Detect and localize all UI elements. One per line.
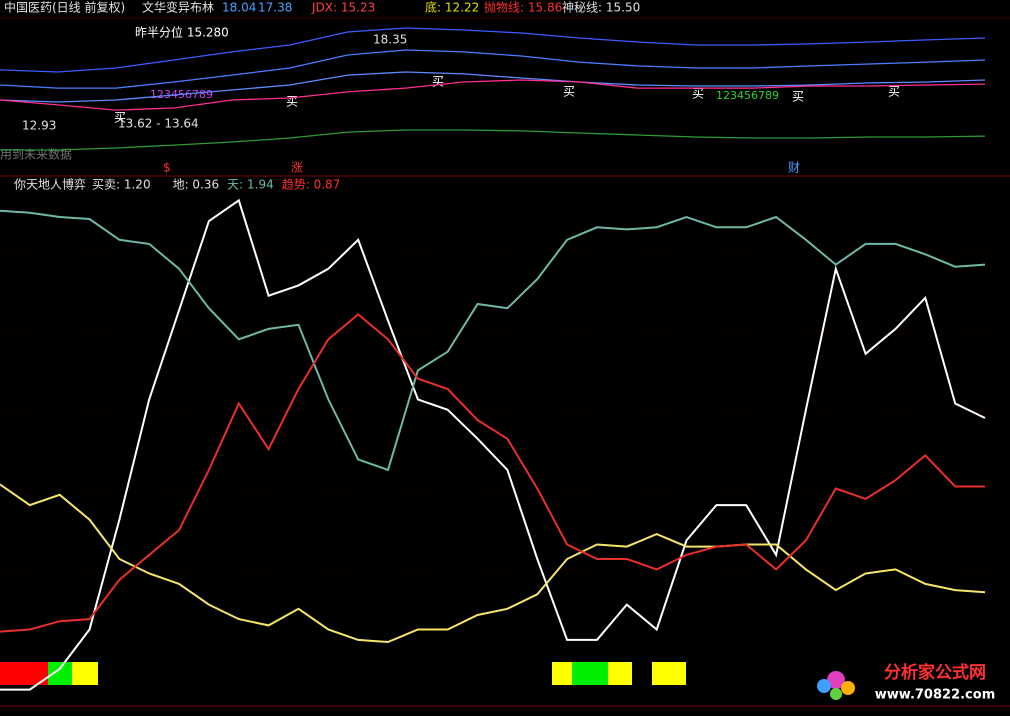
annotation: 昨半分位 15.280 (135, 25, 229, 40)
indicator-value: 抛物线: 15.86 (484, 0, 562, 15)
annotation: 涨 (291, 160, 303, 175)
annotation: 买 (563, 85, 575, 99)
signal-block (0, 662, 48, 685)
logo-petal (827, 671, 845, 689)
logo-url: www.70822.com (875, 688, 996, 703)
annotation: 买 (792, 90, 804, 104)
signal-block (552, 662, 572, 685)
line-series (0, 313, 985, 633)
annotation: 买 (888, 85, 900, 99)
signal-block (72, 662, 98, 685)
annotation: 买 (692, 87, 704, 101)
signal-block (608, 662, 632, 685)
annotation: 13.62 - 13.64 (118, 117, 199, 131)
indicator-title: 文华变异布林 (142, 0, 214, 15)
annotation: 12.93 (22, 119, 56, 133)
annotation: 买 (286, 95, 298, 109)
logo-petal (841, 681, 855, 695)
logo: 分析家公式网 www.70822.com (817, 662, 995, 703)
annotation: 123456789 (716, 89, 779, 102)
legend-entry: 地: 0.36 (173, 178, 220, 192)
line-series (0, 49, 986, 89)
indicator-value: 18.04 (222, 1, 256, 15)
line-series (0, 27, 986, 73)
annotation: 18.35 (373, 33, 407, 47)
line-series (0, 71, 986, 103)
indicator-title: 你天地人博弈 (14, 177, 86, 192)
indicator-value: 底: 12.22 (425, 0, 479, 15)
signal-block (572, 662, 608, 685)
logo-name: 分析家公式网 (884, 662, 986, 683)
annotation: 买 (114, 111, 126, 125)
annotation: 用到未来数据 (0, 147, 72, 162)
line-series (0, 79, 986, 111)
signal-block (652, 662, 686, 685)
indicator-value: 神秘线: 15.50 (562, 1, 640, 15)
logo-petal (830, 688, 842, 700)
indicator-value: 17.38 (258, 1, 292, 15)
line-series (0, 483, 986, 644)
legend-entry: 天: 1.94 (227, 178, 274, 192)
annotation: 买 (432, 75, 444, 89)
stock-name: 中国医药(日线 前复权) (4, 0, 125, 15)
annotation: $ (163, 161, 171, 175)
legend-entry: 买卖: 1.20 (92, 178, 151, 192)
line-series (0, 198, 986, 691)
line-series (0, 209, 986, 472)
signal-strip (0, 662, 686, 685)
annotation: 财 (788, 161, 800, 175)
line-series (0, 129, 986, 151)
legend-entry: 趋势: 0.87 (282, 178, 341, 192)
signal-block (48, 662, 72, 685)
indicator-value: JDX: 15.23 (311, 1, 375, 15)
logo-petal (817, 679, 831, 693)
